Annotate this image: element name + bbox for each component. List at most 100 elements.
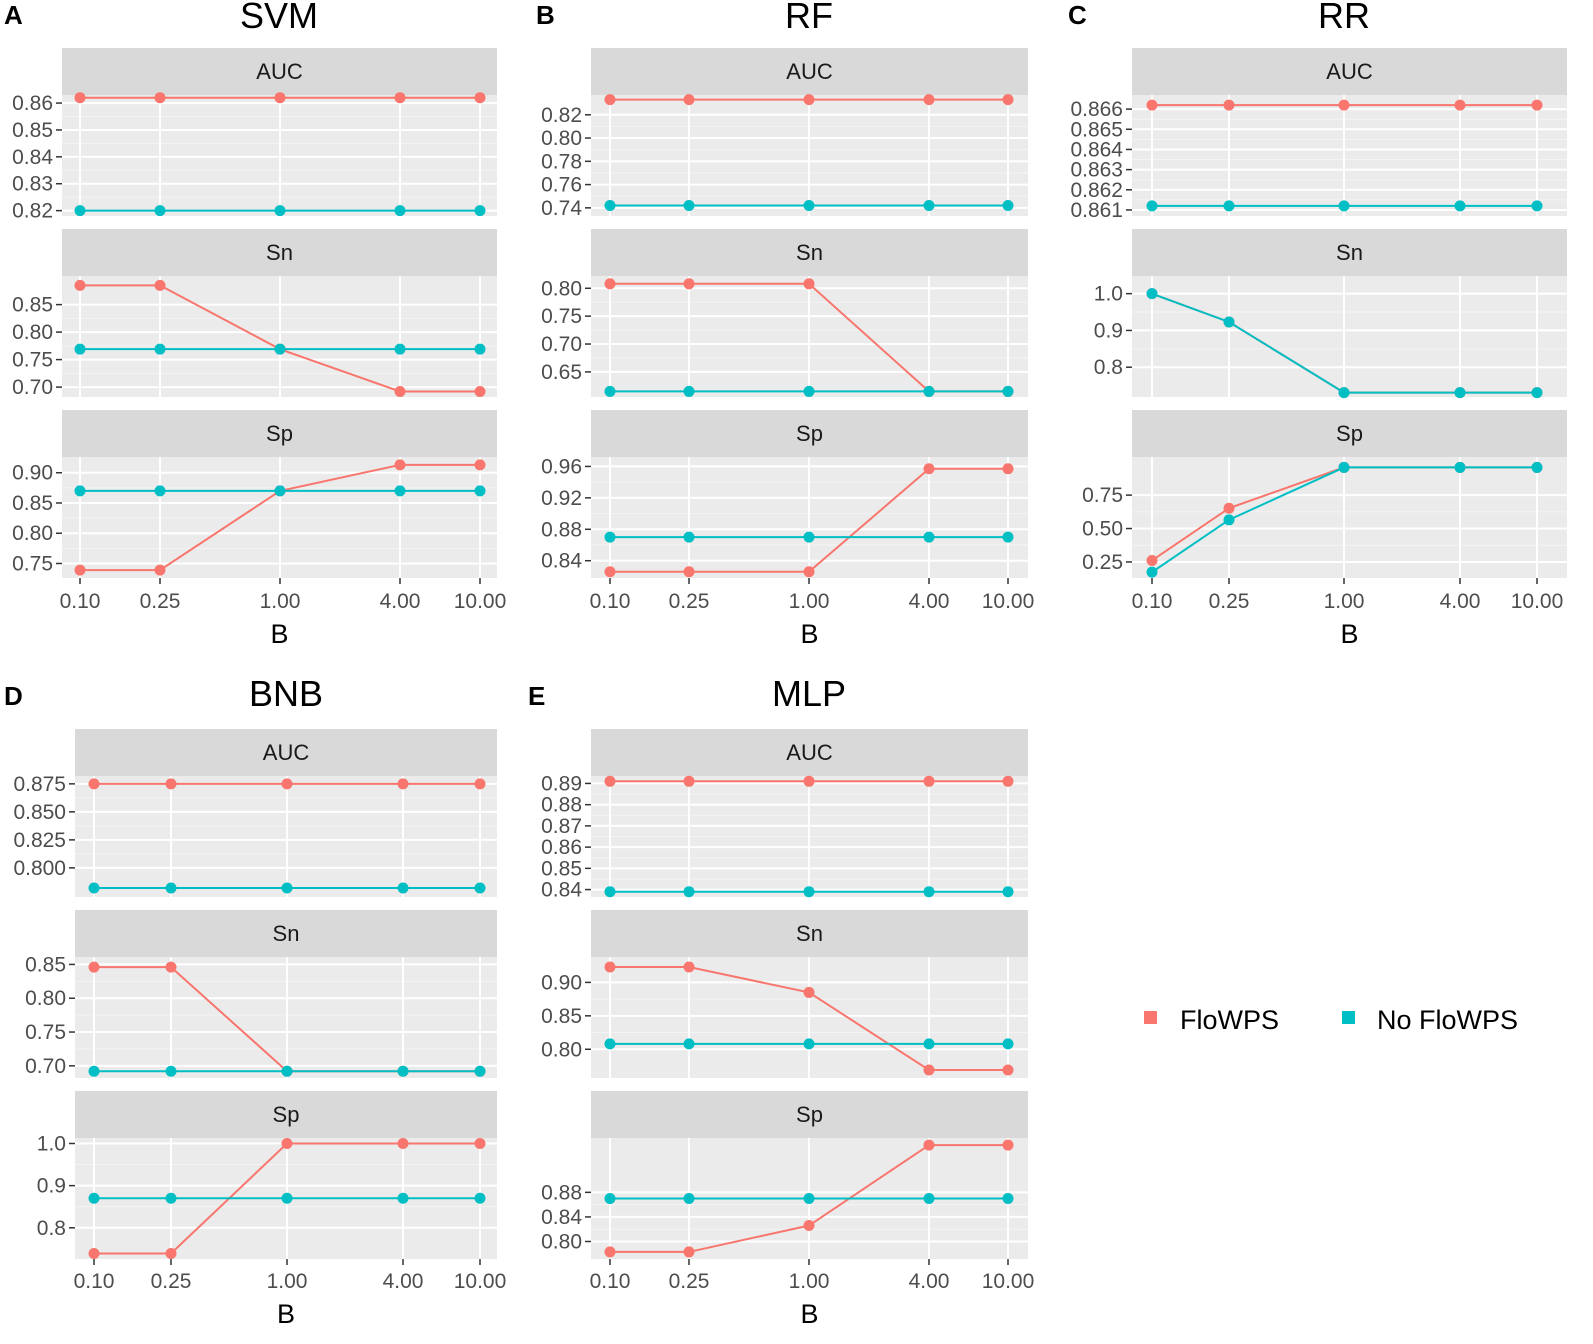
facet-strip-label: AUC (1326, 59, 1373, 84)
data-point-no-flowps (923, 385, 935, 397)
x-tick-label: 4.00 (909, 1270, 950, 1293)
facet-sn: Sn 0.70 0.75 0.80 0.85 (12, 229, 497, 399)
legend-label-flowps: FloWPS (1180, 1005, 1279, 1035)
data-point-no-flowps (803, 531, 815, 543)
data-point-flowps (683, 94, 695, 106)
x-axis-title: B (270, 619, 288, 649)
data-point-flowps (165, 961, 177, 973)
data-point-no-flowps (397, 1065, 409, 1077)
data-point-flowps (474, 459, 486, 471)
y-tick-label: 0.8 (1094, 356, 1123, 379)
facet-strip-label: Sp (796, 421, 823, 446)
facet-strip (1132, 229, 1567, 276)
y-tick-label: 1.0 (37, 1132, 66, 1155)
chart-bnb: D BNB AUC 0.800 0.825 0.850 0.875 Sn 0.70 0.75 0.8… (4, 673, 506, 1329)
data-point-no-flowps (683, 886, 695, 898)
data-point-no-flowps (1002, 200, 1014, 212)
data-point-no-flowps (474, 882, 486, 894)
panel-letter: B (536, 0, 555, 30)
y-tick-label: 0.9 (37, 1175, 66, 1198)
data-point-no-flowps (803, 1038, 815, 1050)
data-point-no-flowps (923, 200, 935, 212)
y-tick-label: 0.825 (13, 829, 66, 852)
chart-title: RR (1318, 0, 1370, 36)
panel-letter: C (1068, 0, 1087, 30)
data-point-no-flowps (394, 205, 406, 217)
facet-strip-label: Sp (266, 421, 293, 446)
facet-strip-label: AUC (263, 740, 310, 765)
panel-letter: E (528, 681, 545, 711)
data-point-flowps (683, 1246, 695, 1258)
y-tick-label: 0.85 (541, 1005, 582, 1028)
data-point-no-flowps (1002, 886, 1014, 898)
x-tick-label: 0.25 (140, 590, 181, 613)
data-point-no-flowps (1223, 514, 1235, 526)
data-point-flowps (604, 278, 616, 290)
data-point-no-flowps (88, 1192, 100, 1204)
y-tick-label: 0.84 (541, 550, 582, 573)
data-point-no-flowps (1146, 200, 1158, 212)
facet-sp: Sp 0.25 0.50 0.75 0.10 0.25 1.00 4.00 10.00 (1082, 410, 1567, 613)
facet-strip (62, 410, 497, 457)
x-axis-title: B (800, 619, 818, 649)
data-point-no-flowps (604, 886, 616, 898)
data-point-flowps (683, 775, 695, 787)
data-point-flowps (683, 566, 695, 578)
data-point-flowps (803, 1220, 815, 1232)
x-tick-label: 10.00 (982, 1270, 1035, 1293)
data-point-no-flowps (1454, 387, 1466, 399)
x-tick-label: 1.00 (1324, 590, 1365, 613)
x-tick-label: 4.00 (380, 590, 421, 613)
x-tick-label: 0.10 (60, 590, 101, 613)
data-point-flowps (394, 92, 406, 104)
data-point-no-flowps (394, 343, 406, 355)
y-tick-label: 0.96 (541, 455, 582, 478)
data-point-flowps (923, 1139, 935, 1151)
y-tick-label: 0.70 (12, 376, 53, 399)
data-point-no-flowps (1223, 316, 1235, 328)
data-point-no-flowps (923, 1193, 935, 1204)
data-point-no-flowps (1146, 288, 1158, 300)
y-tick-label: 0.25 (1082, 551, 1123, 574)
data-point-flowps (1223, 502, 1235, 514)
y-tick-label: 0.85 (25, 953, 66, 976)
data-point-flowps (154, 92, 166, 104)
panel-letter: D (4, 681, 23, 711)
x-tick-label: 1.00 (267, 1270, 308, 1293)
plot-panel (1132, 95, 1567, 216)
data-point-no-flowps (923, 1038, 935, 1050)
x-tick-label: 0.10 (590, 1270, 631, 1293)
data-point-flowps (165, 1248, 177, 1260)
data-point-flowps (923, 463, 935, 475)
y-tick-label: 0.875 (13, 773, 66, 796)
x-tick-label: 0.25 (669, 1270, 710, 1293)
facet-strip (591, 229, 1028, 276)
data-point-flowps (154, 564, 166, 576)
data-point-flowps (474, 92, 486, 104)
data-point-flowps (1454, 99, 1466, 111)
data-point-no-flowps (1002, 385, 1014, 397)
y-tick-label: 0.75 (12, 552, 53, 575)
data-point-no-flowps (683, 200, 695, 212)
x-tick-label: 1.00 (789, 1270, 830, 1293)
data-point-no-flowps (683, 1038, 695, 1050)
data-point-no-flowps (474, 205, 486, 217)
facet-strip (591, 48, 1028, 95)
facet-sp: Sp 0.84 0.88 0.92 0.96 0.10 0.25 1.00 4.00 10.00 (541, 410, 1034, 613)
x-tick-label: 0.10 (1132, 590, 1173, 613)
data-point-no-flowps (74, 205, 86, 217)
data-point-no-flowps (274, 485, 286, 497)
data-point-no-flowps (274, 343, 286, 355)
data-point-flowps (1002, 463, 1014, 475)
y-tick-label: 0.80 (541, 127, 582, 150)
data-point-flowps (397, 1137, 409, 1149)
x-tick-label: 4.00 (383, 1270, 424, 1293)
data-point-flowps (604, 775, 616, 787)
data-point-flowps (803, 278, 815, 290)
y-tick-label: 0.9 (1094, 319, 1123, 342)
data-point-no-flowps (474, 485, 486, 497)
data-point-flowps (474, 778, 486, 790)
chart-mlp: E MLPAUC0.840.850.860.870.880.89Sn0.800.8… (528, 673, 1034, 1329)
data-point-no-flowps (1531, 200, 1543, 212)
